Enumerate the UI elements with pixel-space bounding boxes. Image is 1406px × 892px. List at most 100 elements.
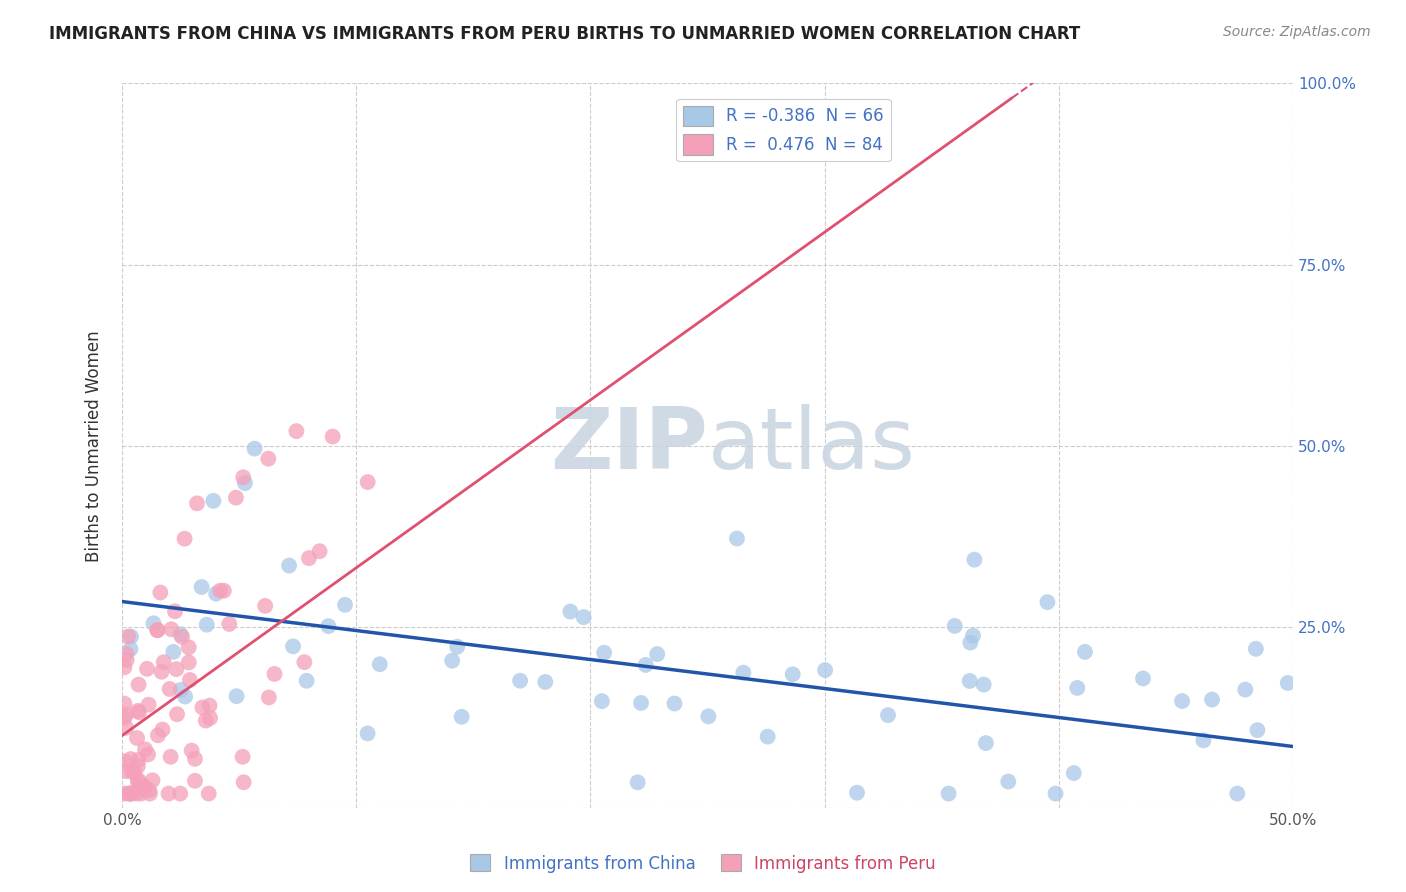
Point [198, 711, 221, 725]
Point [298, 551, 321, 566]
Point [129, 787, 152, 801]
Point [169, 787, 191, 801]
Point [166, 707, 188, 722]
Point [446, 640, 468, 654]
Point [1171, 694, 1194, 708]
Point [1074, 645, 1097, 659]
Point [630, 696, 652, 710]
Point [318, 619, 340, 633]
Point [205, 587, 228, 601]
Point [120, 787, 142, 801]
Point [159, 749, 181, 764]
Point [959, 673, 981, 688]
Point [112, 711, 135, 725]
Point [1277, 676, 1299, 690]
Point [1066, 681, 1088, 695]
Legend: R = -0.386  N = 66, R =  0.476  N = 84: R = -0.386 N = 66, R = 0.476 N = 84 [676, 99, 891, 161]
Point [368, 657, 391, 672]
Point [184, 752, 207, 766]
Point [308, 544, 330, 558]
Text: Source: ZipAtlas.com: Source: ZipAtlas.com [1223, 25, 1371, 39]
Point [120, 630, 142, 644]
Point [572, 610, 595, 624]
Point [877, 708, 900, 723]
Point [356, 726, 378, 740]
Point [254, 599, 277, 613]
Point [1246, 723, 1268, 738]
Y-axis label: Births to Unmarried Women: Births to Unmarried Women [86, 330, 103, 562]
Point [121, 764, 143, 779]
Point [120, 787, 142, 801]
Point [814, 663, 837, 677]
Point [1063, 766, 1085, 780]
Point [174, 690, 197, 704]
Point [138, 783, 160, 797]
Text: ZIP: ZIP [550, 404, 707, 487]
Point [232, 749, 254, 764]
Point [209, 583, 232, 598]
Point [322, 429, 344, 443]
Point [560, 605, 582, 619]
Point [136, 662, 159, 676]
Point [285, 424, 308, 438]
Point [112, 754, 135, 768]
Point [173, 532, 195, 546]
Point [756, 730, 779, 744]
Point [139, 787, 162, 801]
Point [225, 491, 247, 505]
Point [1192, 733, 1215, 747]
Point [169, 627, 191, 641]
Point [157, 787, 180, 801]
Point [634, 657, 657, 672]
Point [198, 698, 221, 713]
Point [120, 752, 142, 766]
Point [232, 470, 254, 484]
Point [128, 779, 150, 793]
Point [136, 747, 159, 762]
Point [128, 706, 150, 720]
Point [962, 629, 984, 643]
Point [591, 694, 613, 708]
Text: atlas: atlas [707, 404, 915, 487]
Point [179, 673, 201, 687]
Point [115, 707, 138, 722]
Point [943, 619, 966, 633]
Point [959, 635, 981, 649]
Point [152, 723, 174, 737]
Point [263, 667, 285, 681]
Point [257, 690, 280, 705]
Point [450, 710, 472, 724]
Point [152, 655, 174, 669]
Point [170, 682, 193, 697]
Point [697, 709, 720, 723]
Point [128, 678, 150, 692]
Point [733, 665, 755, 680]
Point [1036, 595, 1059, 609]
Point [115, 647, 138, 661]
Point [124, 765, 146, 780]
Point [997, 774, 1019, 789]
Point [509, 673, 531, 688]
Point [233, 476, 256, 491]
Point [125, 787, 148, 801]
Point [257, 451, 280, 466]
Point [197, 787, 219, 801]
Point [117, 630, 139, 644]
Point [194, 714, 217, 728]
Point [278, 558, 301, 573]
Point [149, 585, 172, 599]
Point [132, 781, 155, 796]
Point [118, 787, 141, 801]
Point [333, 598, 356, 612]
Point [141, 773, 163, 788]
Point [195, 617, 218, 632]
Point [120, 642, 142, 657]
Point [114, 764, 136, 778]
Point [190, 580, 212, 594]
Point [127, 759, 149, 773]
Point [593, 646, 616, 660]
Point [1226, 787, 1249, 801]
Point [963, 552, 986, 566]
Point [112, 787, 135, 801]
Point [163, 604, 186, 618]
